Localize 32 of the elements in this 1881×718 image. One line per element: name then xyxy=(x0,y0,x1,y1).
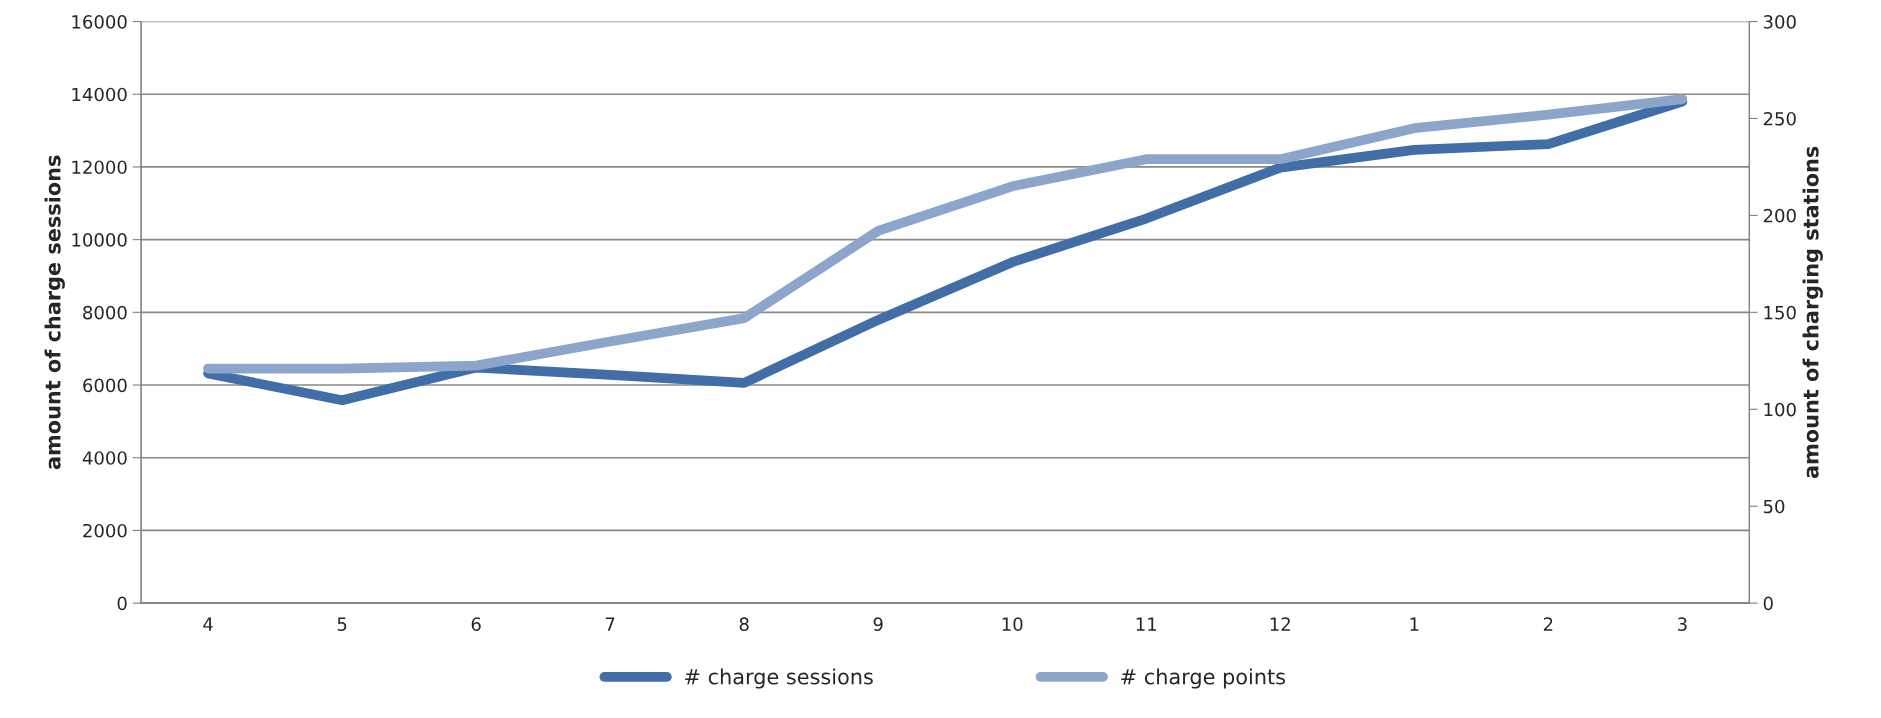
y-tick-label: 4000 xyxy=(82,451,127,465)
x-tick-label: 4 xyxy=(203,617,213,631)
y-tick-label: 14000 xyxy=(72,87,127,102)
y-tick-label: 6000 xyxy=(83,378,127,393)
y-tick-label: 16000 xyxy=(72,15,127,29)
y2-tick-label: 0 xyxy=(1763,596,1773,611)
x-tick-label: 8 xyxy=(739,617,749,631)
x-tick-label: 9 xyxy=(873,617,883,631)
y-tick-label: 0 xyxy=(117,596,127,611)
x-tick-label: 12 xyxy=(1270,617,1290,631)
y-axis-title: amount of charge sessions xyxy=(44,155,65,470)
y2-tick-label: 250 xyxy=(1763,111,1796,126)
y-tick-label: 2000 xyxy=(83,523,127,538)
y-tick-label: 10000 xyxy=(72,233,127,247)
x-tick-label: 11 xyxy=(1136,617,1157,631)
y2-axis-title: amount of charging stations xyxy=(1802,146,1823,479)
x-tick-label: 1 xyxy=(1410,617,1419,631)
x-tick-label: 5 xyxy=(337,617,347,631)
legend-label: # charge sessions xyxy=(685,668,873,689)
y2-tick-label: 50 xyxy=(1763,499,1785,514)
x-tick-label: 3 xyxy=(1677,617,1687,631)
y2-tick-label: 150 xyxy=(1764,305,1796,320)
y-tick-label: 12000 xyxy=(72,160,127,175)
y2-tick-label: 100 xyxy=(1764,402,1796,417)
x-tick-label: 2 xyxy=(1543,617,1553,631)
x-tick-label: 6 xyxy=(471,617,481,631)
y2-tick-label: 300 xyxy=(1763,15,1796,29)
x-tick-label: 7 xyxy=(605,617,615,631)
legend-label: # charge points xyxy=(1121,668,1286,689)
y-tick-label: 8000 xyxy=(83,305,127,320)
x-tick-label: 10 xyxy=(1002,617,1023,631)
y2-tick-label: 200 xyxy=(1763,208,1796,223)
